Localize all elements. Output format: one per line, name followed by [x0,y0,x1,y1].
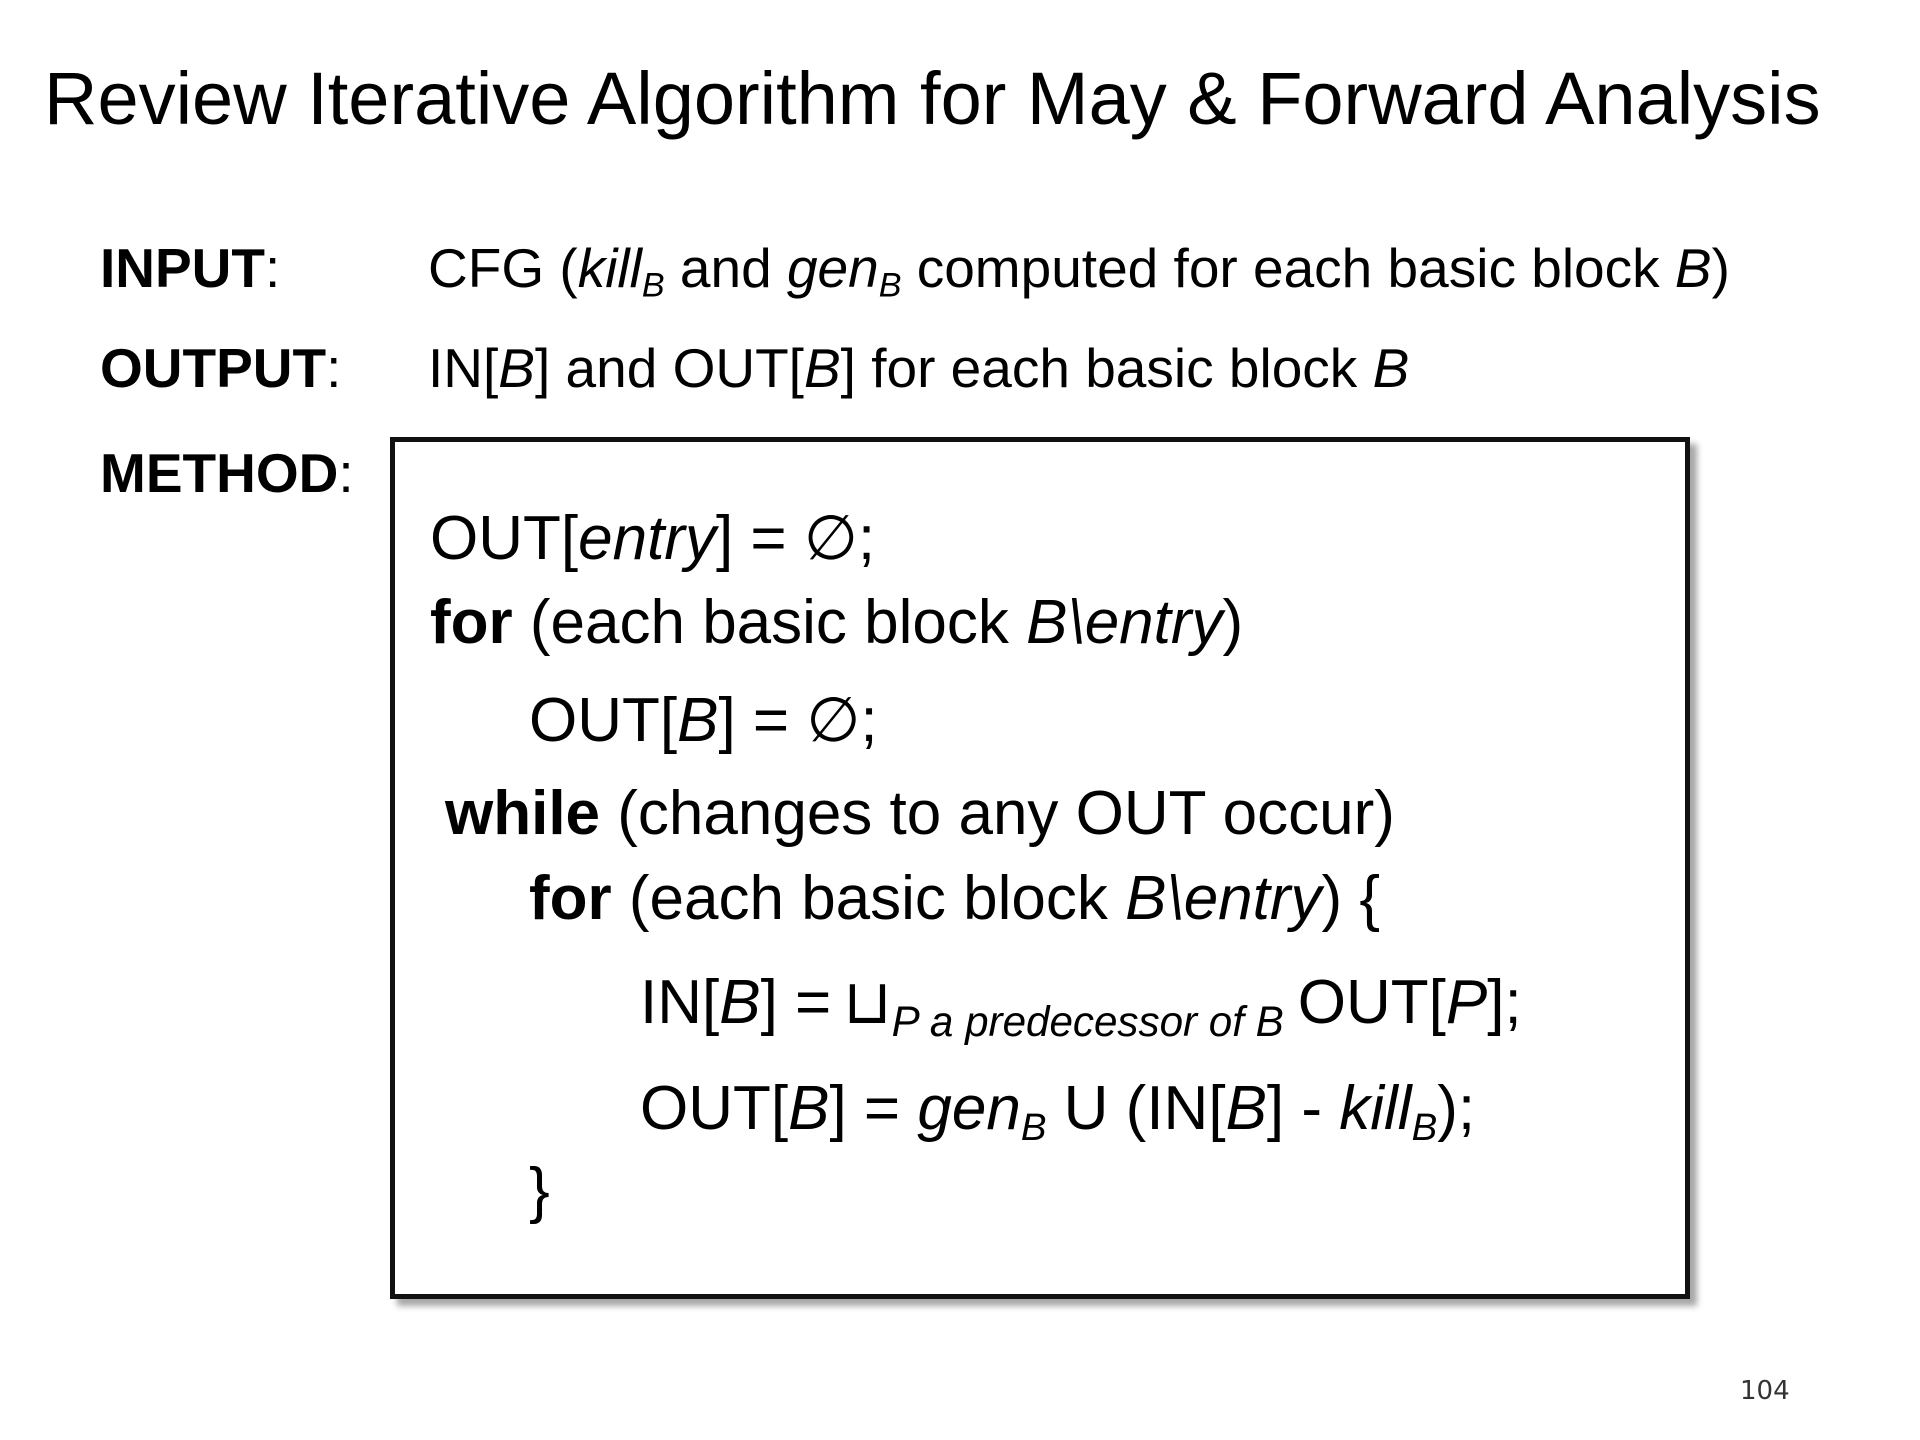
input-description: CFG (killB and genB computed for each ba… [428,237,1730,305]
algorithm-box [390,437,1690,1299]
output-description: IN[B] and OUT[B] for each basic block B [428,337,1410,399]
code-line-out-equation: OUT[B] = genB U (IN[B] - killB); [640,1074,1476,1149]
code-line-for-loop: for (each basic block B\entry) { [529,864,1381,933]
slide-title: Review Iterative Algorithm for May & For… [44,57,1821,140]
join-operator: ⊔ [843,968,892,1037]
code-line-init-out: OUT[B] = ∅; [529,686,878,755]
output-label: OUTPUT: [100,337,342,399]
code-line-in-equation: IN[B] = ⊔P a predecessor of B OUT[P]; [640,968,1522,1046]
code-line-for-init: for (each basic block B\entry) [430,588,1244,657]
code-line-close-brace: } [529,1156,550,1225]
input-label: INPUT: [100,237,281,299]
join-subscript: P a predecessor of B [891,998,1284,1046]
method-label: METHOD: [100,442,354,504]
code-line-while: while (changes to any OUT occur) [445,779,1395,848]
page-number: 104 [1740,1376,1790,1406]
code-line-init-entry: OUT[entry] = ∅; [430,504,876,573]
